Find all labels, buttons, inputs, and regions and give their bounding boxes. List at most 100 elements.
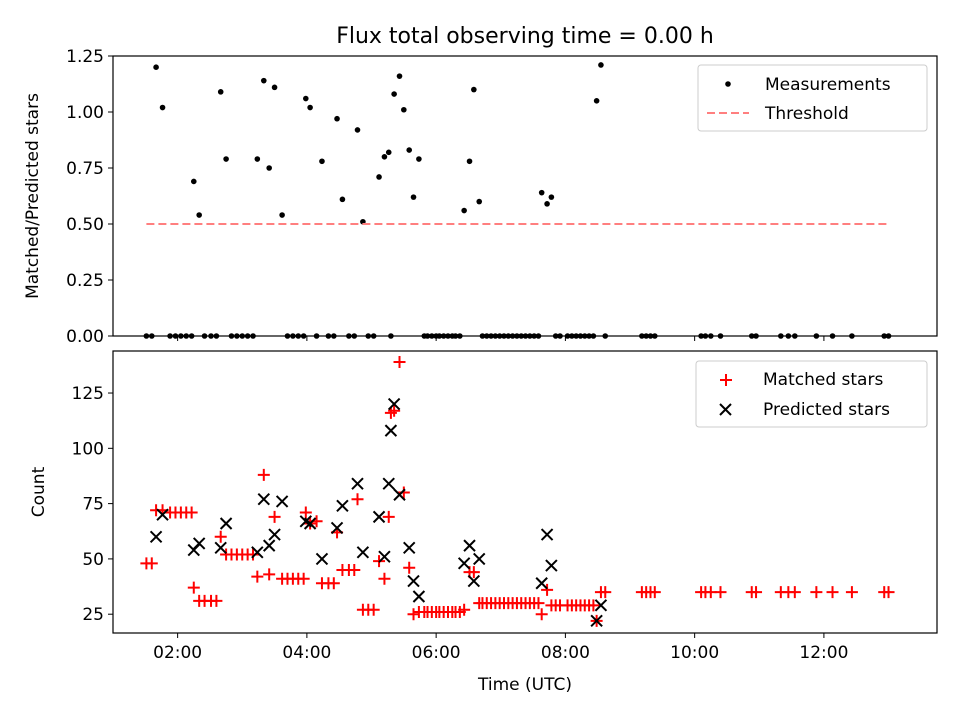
measurement-point	[647, 333, 654, 339]
measurement-point	[303, 95, 309, 102]
y-tick-label: 100	[72, 439, 104, 459]
matched-star-point	[247, 548, 260, 561]
matched-star-point	[351, 493, 364, 506]
matched-star-point	[299, 506, 312, 519]
measurement-point	[354, 127, 361, 133]
measurement-point	[239, 333, 246, 339]
matched-star-point	[145, 557, 158, 570]
measurement-point	[213, 333, 220, 339]
top-legend[interactable]: Measurements Threshold	[697, 64, 928, 132]
measurement-point	[452, 333, 459, 339]
measurement-point	[167, 333, 173, 339]
measurement-point	[313, 333, 320, 339]
measurement-point	[501, 333, 507, 339]
measurement-point	[307, 104, 313, 111]
measurement-point	[254, 156, 261, 162]
measurement-point	[416, 156, 422, 162]
measurement-point	[188, 333, 195, 339]
bottom-legend-box	[695, 360, 928, 428]
predicted-star-point	[384, 424, 398, 437]
measurement-point	[325, 333, 332, 339]
measurement-point	[153, 64, 159, 70]
predicted-star-point	[275, 495, 289, 508]
measurement-point	[602, 333, 609, 339]
matched-star-point	[187, 581, 200, 594]
bottom-x-ticks: 02:00 04:00 06:00 08:00 10:00 12:00	[153, 633, 848, 663]
matched-star-point	[882, 586, 895, 599]
measurement-point	[351, 333, 358, 339]
measurement-point	[829, 333, 836, 339]
measurement-point	[300, 333, 307, 339]
measurement-point	[643, 333, 649, 339]
bottom-plot-frame	[112, 350, 938, 634]
predicted-star-point	[545, 559, 558, 572]
measurement-point	[586, 333, 592, 339]
measurement-point	[471, 86, 477, 93]
measurement-point	[813, 333, 820, 339]
measurement-point	[401, 106, 407, 113]
matched-star-point	[826, 586, 839, 599]
measurement-point	[564, 333, 571, 339]
measurement-point	[651, 333, 658, 339]
legend-matched-label: Matched stars	[763, 370, 883, 390]
predicted-star-point	[463, 539, 476, 552]
measurement-point	[461, 207, 467, 214]
top-y-axis-label: Matched/Predicted stars	[23, 93, 43, 299]
measurement-point	[885, 333, 892, 339]
measurement-point	[527, 333, 533, 339]
measurement-point	[483, 333, 490, 339]
measurement-point	[370, 333, 377, 339]
measurement-point	[376, 174, 382, 180]
predicted-star-point	[393, 488, 406, 501]
bottom-legend[interactable]: Matched stars Predicted stars	[695, 360, 928, 428]
measurement-point	[279, 212, 285, 218]
matched-star-point	[599, 586, 612, 599]
matched-star-point	[750, 586, 763, 599]
measurement-point	[492, 333, 499, 339]
y-tick-label: 25	[82, 605, 104, 625]
predicted-star-point	[387, 397, 401, 411]
measurement-point	[509, 333, 516, 339]
measurement-point	[505, 333, 512, 339]
measurement-point	[552, 333, 559, 339]
matched-star-point	[297, 572, 310, 585]
measurement-point	[319, 158, 325, 165]
measurement-point	[183, 333, 190, 339]
legend-measurements-label: Measurements	[765, 75, 891, 95]
measurement-point	[178, 333, 184, 339]
matched-star-point	[714, 586, 727, 599]
top-series	[143, 62, 892, 339]
bottom-y-axis-label: Count	[29, 466, 49, 517]
matched-star-point	[257, 468, 270, 481]
measurement-point	[557, 333, 563, 339]
matched-star-point	[587, 599, 600, 612]
measurement-point	[436, 333, 443, 339]
matched-star-point	[382, 510, 395, 523]
measurement-point	[445, 333, 451, 339]
measurement-point	[577, 333, 584, 339]
predicted-star-point	[192, 537, 206, 550]
predicted-star-point	[315, 552, 329, 566]
measurement-point	[266, 165, 272, 171]
matched-star-point	[388, 404, 401, 417]
x-tick-label: 02:00	[153, 643, 202, 663]
predicted-star-point	[412, 590, 426, 603]
measurement-point	[488, 333, 494, 339]
measurement-point	[424, 333, 431, 339]
measurement-point	[196, 212, 202, 218]
predicted-star-point	[356, 546, 370, 559]
predicted-star-point	[594, 599, 608, 612]
predicted-star-point	[336, 499, 349, 513]
matched-star-point	[648, 586, 661, 599]
measurement-point	[295, 333, 302, 339]
measurement-point	[753, 333, 759, 339]
predicted-star-point	[214, 541, 227, 555]
x-tick-label: 10:00	[670, 643, 719, 663]
measurement-point	[792, 333, 798, 339]
measurement-point	[334, 115, 340, 122]
measurement-point	[271, 84, 278, 91]
measurement-point	[260, 77, 267, 84]
bottom-y-ticks: 25 50 75 100 125	[72, 384, 113, 625]
top-y-ticks: 0.00 0.25 0.50 0.75 1.00 1.25	[66, 47, 113, 347]
matched-star-point	[788, 586, 801, 599]
